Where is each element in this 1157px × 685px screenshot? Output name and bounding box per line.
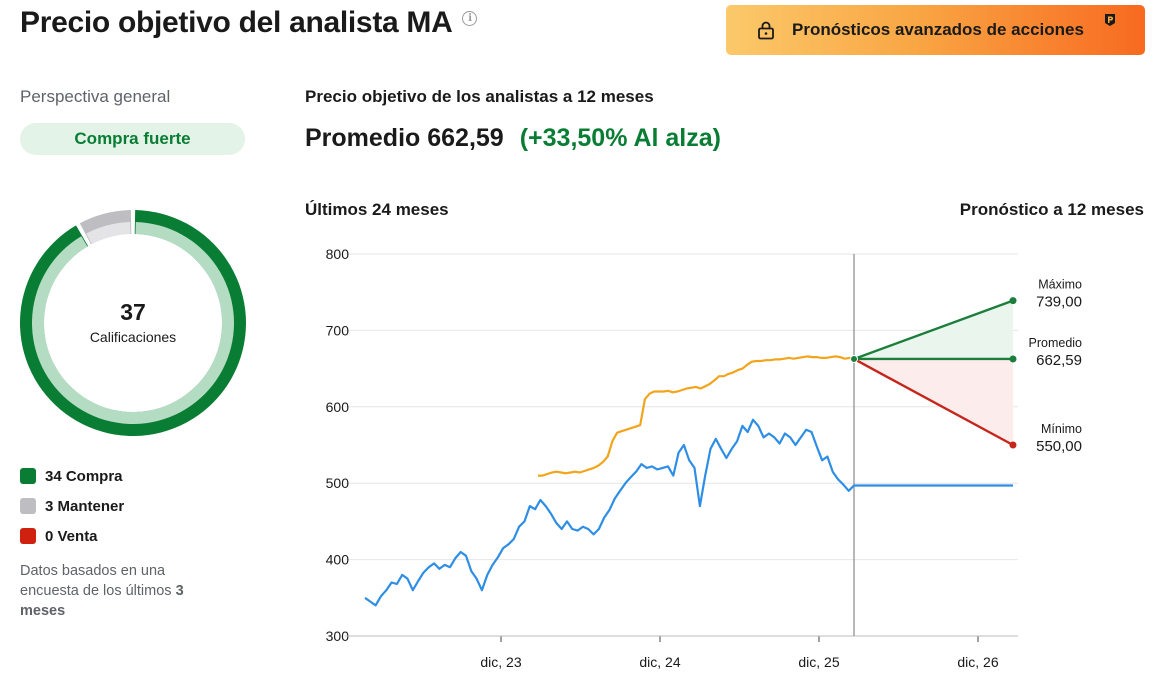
pro-badge-icon [1105,14,1115,26]
buy-swatch [20,468,36,484]
overview-label: Perspectiva general [20,87,171,106]
forecast-low-value: 550,00 [1036,438,1082,455]
x-tick-label: dic, 24 [639,654,680,670]
page-title-text: Precio objetivo del analista MA [20,6,453,39]
ratings-legend: 34 Compra 3 Mantener 0 Venta [20,461,124,551]
info-icon[interactable]: i [462,10,478,26]
target-line [538,355,855,477]
hold-swatch [20,498,36,514]
x-tick-label: dic, 23 [480,654,521,670]
legend-label-buy: 34 Compra [45,467,123,485]
legend-item-hold: 3 Mantener [20,491,124,521]
sell-swatch [20,528,36,544]
forecast-low-point [1009,441,1017,449]
y-tick-label: 400 [326,552,350,568]
ratings-donut [20,210,246,436]
forecast-origin-point [850,354,858,363]
forecast-average-label: Promedio [1029,336,1083,350]
forecast-high-point [1009,297,1017,305]
average-summary: Promedio 662,59 (+33,50% Al alza) [305,124,721,153]
consensus-badge: Compra fuerte [20,123,245,155]
price-target-chart: 300 400 500 600 700 800 dic, 23 dic, 24 dic, 25 d… [326,246,1083,670]
ratings-label: Calificaciones [89,329,177,345]
x-tick-label: dic, 25 [798,654,839,670]
y-tick-label: 600 [326,399,350,415]
advanced-forecasts-label: Pronósticos avanzados de acciones [792,20,1084,39]
y-tick-label: 700 [326,322,350,338]
y-tick-label: 300 [326,628,350,644]
forecast-high-value: 739,00 [1036,294,1082,311]
forecast-average-point [1009,355,1017,363]
legend-label-hold: 3 Mantener [45,497,125,515]
page-title: Precio objetivo del analista MA i [20,6,478,40]
survey-note: Datos basados en una encuesta de los últ… [20,561,220,621]
forecast-high-line [853,299,1014,361]
donut-segment-inner-1 [86,222,131,245]
lock-icon [758,21,774,40]
legend-item-sell: 0 Venta [20,521,124,551]
target-heading: Precio objetivo de los analistas a 12 me… [305,87,654,106]
forecast-low-label: Mínimo [1041,422,1082,436]
price-line [364,418,1013,607]
donut-hole [44,234,222,412]
past-period-label: Últimos 24 meses [305,200,449,219]
ratings-count: 37 [120,299,146,325]
x-tick-label: dic, 26 [957,654,998,670]
upside-text: (+33,50% Al alza) [519,124,721,152]
y-tick-label: 500 [326,475,350,491]
legend-label-sell: 0 Venta [45,527,98,545]
y-tick-label: 800 [326,246,350,262]
forecast-period-label: Pronóstico a 12 meses [959,200,1144,219]
forecast-high-label: Máximo [1038,278,1082,292]
survey-note-text: Datos basados en una encuesta de los últ… [20,563,172,599]
survey-note-period: 3 meses [20,583,184,619]
advanced-forecasts-button[interactable]: Pronósticos avanzados de acciones [726,5,1145,55]
forecast-average-value: 662,59 [1036,352,1082,369]
legend-item-buy: 34 Compra [20,461,124,491]
average-price-text: Promedio 662,59 [305,124,504,152]
forecast-low-line [853,357,1014,447]
